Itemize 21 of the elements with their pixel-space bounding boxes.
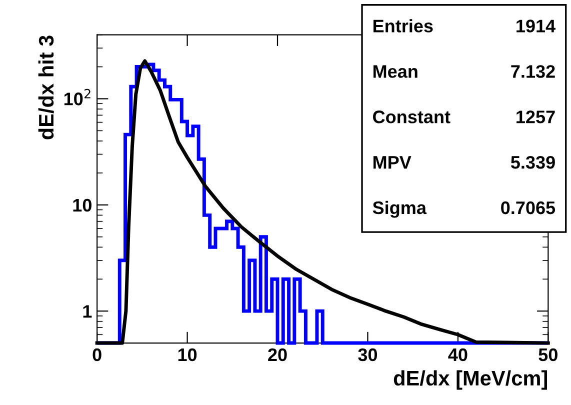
x-tick-label: 0 bbox=[92, 348, 102, 362]
x-axis-title: dE/dx [MeV/cm] bbox=[394, 370, 547, 390]
text: Entries bbox=[374, 19, 433, 32]
annotation: 0.7065 bbox=[501, 201, 556, 214]
annotation: Mean bbox=[374, 65, 418, 78]
x-tick-label: 50 bbox=[538, 348, 558, 362]
y-tick-label: 1 bbox=[83, 305, 92, 318]
x-tick-label: 30 bbox=[358, 348, 378, 362]
x-tick-label: 20 bbox=[268, 348, 287, 362]
x-tick-label: 10 bbox=[178, 348, 197, 362]
x-tick-label: 40 bbox=[448, 348, 468, 362]
annotation: 1257 bbox=[516, 110, 555, 124]
annotation: MPV bbox=[374, 156, 412, 169]
annotation: 7.132 bbox=[511, 65, 555, 78]
text: 1914 bbox=[516, 20, 556, 32]
annotation: Constant bbox=[373, 110, 450, 124]
y-tick-label: 10$^{2}$ bbox=[64, 88, 90, 106]
y-tick-label: 10 bbox=[73, 198, 92, 212]
y-axis-title: dE/dx hit 3 bbox=[38, 36, 54, 140]
annotation: Sigma bbox=[372, 200, 427, 218]
annotation: 5.339 bbox=[510, 156, 555, 169]
